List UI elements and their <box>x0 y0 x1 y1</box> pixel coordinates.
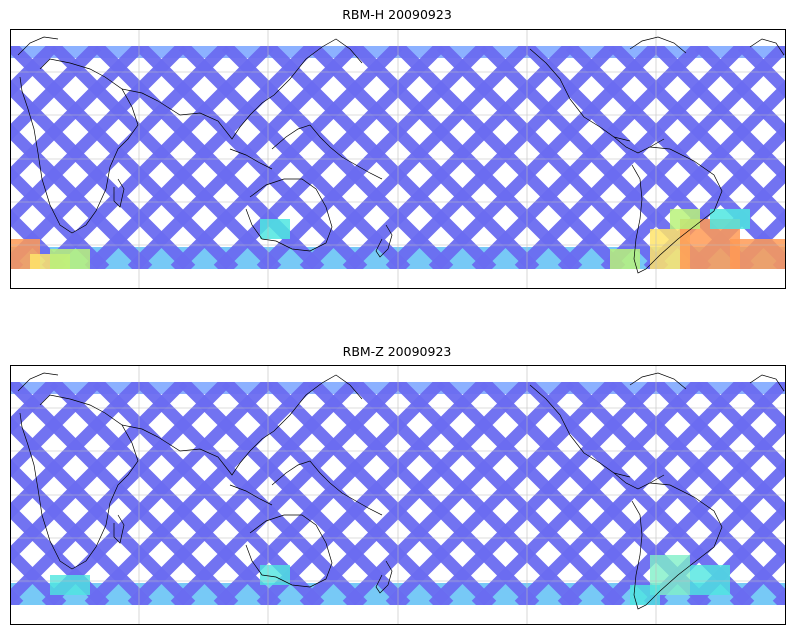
high-value-patch <box>630 585 660 605</box>
coastline <box>631 482 723 610</box>
coastline <box>245 514 333 588</box>
map-panel-top <box>10 29 786 289</box>
coastline <box>113 514 125 544</box>
swath-descending <box>514 46 747 269</box>
map-canvas-top <box>10 29 786 289</box>
coastline <box>273 38 363 96</box>
swath-descending <box>84 382 317 605</box>
swath-descending <box>10 382 59 435</box>
coastline <box>229 148 273 170</box>
coastline <box>529 48 631 142</box>
swath-layer-bottom <box>10 382 786 605</box>
swath-descending <box>213 46 446 269</box>
coastline <box>375 224 393 258</box>
coastline <box>271 460 383 516</box>
swath-descending <box>10 46 145 185</box>
coastline <box>121 88 275 140</box>
swath-descending <box>10 382 102 478</box>
coastline <box>749 38 785 56</box>
graticule-top <box>10 29 786 289</box>
swath-descending <box>729 544 786 605</box>
swath-descending <box>514 382 747 605</box>
coastline <box>749 374 785 392</box>
coastline <box>613 472 665 490</box>
coastlines-top <box>17 36 785 274</box>
swath-descending <box>41 382 274 605</box>
coastlines-bottom <box>17 372 785 610</box>
coastline <box>113 178 125 208</box>
swath-descending <box>342 382 575 605</box>
swath-descending <box>10 46 59 99</box>
swath-descending <box>729 208 786 269</box>
high-value-patch <box>710 209 750 229</box>
swath-descending <box>471 382 704 605</box>
swath-lattice-top <box>10 46 786 269</box>
swath-ascending <box>10 165 110 269</box>
coastline <box>613 136 665 154</box>
swath-ascending <box>10 544 67 605</box>
high-value-patch <box>690 565 730 595</box>
high-value-patch <box>730 239 786 269</box>
coastline <box>629 372 687 390</box>
swath-descending <box>385 382 618 605</box>
map-frame-top <box>10 29 786 289</box>
swath-ascending <box>694 46 786 142</box>
coastline <box>631 146 723 274</box>
swath-descending <box>256 46 489 269</box>
swath-descending <box>127 382 360 605</box>
swath-descending <box>127 46 360 269</box>
coastline <box>19 58 139 234</box>
swath-descending <box>213 382 446 605</box>
coastline <box>121 424 275 476</box>
coastline <box>271 124 383 180</box>
coastline <box>629 36 687 54</box>
swath-ascending <box>694 382 786 478</box>
swath-ascending <box>737 46 786 99</box>
swath-descending <box>256 382 489 605</box>
high-value-patch <box>610 249 640 269</box>
swath-descending <box>428 382 661 605</box>
panel-bottom-title: RBM-Z 20090923 <box>342 344 452 359</box>
swath-descending <box>299 382 532 605</box>
swath-descending <box>428 46 661 269</box>
map-panel-bottom <box>10 365 786 625</box>
swath-descending <box>170 46 403 269</box>
swath-descending <box>471 46 704 269</box>
swath-descending <box>84 46 317 269</box>
swath-descending <box>41 46 274 269</box>
swath-descending <box>385 46 618 269</box>
swath-layer-top <box>10 46 786 269</box>
high-value-patch <box>50 575 90 595</box>
swath-descending <box>10 46 102 142</box>
coastline <box>17 36 59 56</box>
coastline <box>273 374 363 432</box>
swath-descending <box>342 46 575 269</box>
high-value-patch <box>670 209 700 229</box>
swath-descending <box>600 415 786 605</box>
coastline <box>245 178 333 252</box>
swath-descending <box>600 79 786 269</box>
swath-descending <box>557 46 786 269</box>
graticule-bottom <box>10 365 786 625</box>
coastline <box>529 384 631 478</box>
panel-top-title: RBM-H 20090923 <box>342 7 452 22</box>
swath-ascending <box>737 382 786 435</box>
swath-descending <box>557 382 786 605</box>
swath-descending <box>10 382 145 521</box>
map-frame-bottom <box>10 365 786 625</box>
swath-descending <box>299 46 532 269</box>
coastline <box>17 372 59 392</box>
swath-descending <box>170 382 403 605</box>
high-value-patch <box>50 249 90 269</box>
high-value-patch <box>260 219 290 239</box>
coastline <box>375 560 393 594</box>
swath-ascending <box>10 208 67 269</box>
coastline <box>19 394 139 570</box>
swath-descending <box>10 382 188 564</box>
swath-descending <box>10 46 188 228</box>
map-canvas-bottom <box>10 365 786 625</box>
swath-lattice-bottom <box>10 382 786 605</box>
swath-ascending <box>10 501 110 605</box>
coastline <box>229 484 273 506</box>
